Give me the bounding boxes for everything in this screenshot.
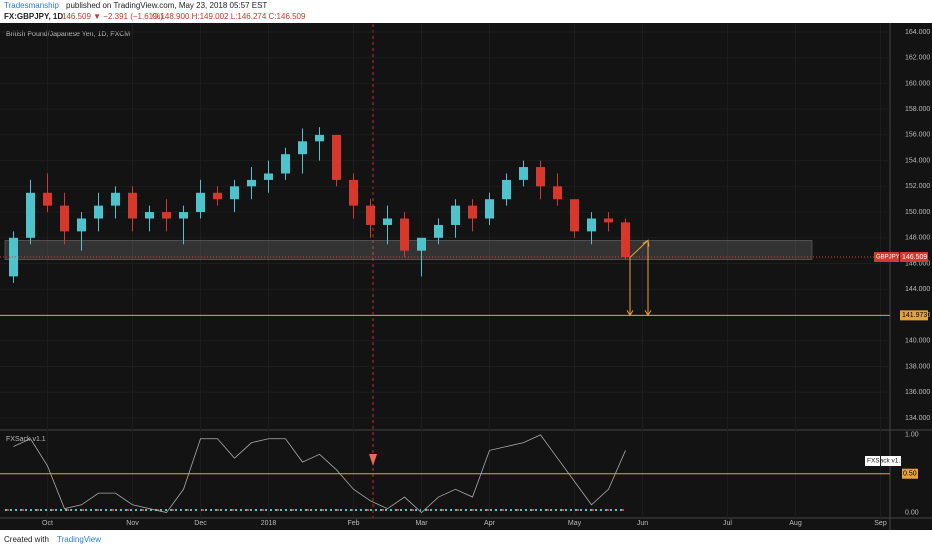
- footer-bg: [0, 530, 932, 550]
- candle-body: [451, 205, 460, 225]
- candle-body: [570, 199, 579, 232]
- chart-bg: [0, 23, 932, 530]
- x-tick-label: Dec: [194, 520, 207, 527]
- x-tick-label: Jul: [723, 520, 732, 527]
- quote: 146.509 ▼ −2.391 (−1.61%): [62, 12, 163, 21]
- candle-body: [111, 192, 120, 206]
- candle-body: [145, 212, 154, 219]
- candle-body: [264, 173, 273, 180]
- candle-body: [179, 212, 188, 219]
- indicator-legend-box: [865, 456, 901, 466]
- last-price-label: 146.509: [902, 254, 927, 261]
- x-tick-label: May: [568, 520, 582, 527]
- x-tick-label: Aug: [789, 520, 802, 527]
- x-tick-label: Sep: [874, 520, 887, 527]
- candle-body: [26, 192, 35, 238]
- indicator-line: [13, 434, 626, 514]
- y-tick-label: 164.000: [905, 29, 930, 36]
- x-tick-label: Nov: [126, 520, 139, 527]
- candle-body: [77, 218, 86, 232]
- x-tick-label: Feb: [347, 520, 359, 527]
- x-tick-label: Jun: [637, 520, 648, 527]
- projection-arrow: [626, 239, 652, 317]
- y-tick-label: 150.000: [905, 209, 930, 216]
- candle-body: [332, 134, 341, 180]
- level-label: 0.50: [903, 471, 917, 478]
- y2-tick-label: 1.00: [905, 432, 919, 439]
- footer-created: Created with: [4, 535, 49, 544]
- candle-body: [43, 192, 52, 206]
- y-tick-label: 148.000: [905, 235, 930, 242]
- candle-body: [604, 218, 613, 223]
- indicator-legend: FXSack v1.1: [867, 458, 904, 465]
- target-label: 141.973: [902, 312, 927, 319]
- candle-body: [298, 141, 307, 155]
- candle-body: [587, 218, 596, 232]
- last-price-name: GBPJPY: [876, 255, 900, 261]
- last-price-box: [900, 251, 928, 262]
- candle-body: [162, 212, 171, 219]
- candle-body: [230, 186, 239, 200]
- x-tick-label: Apr: [484, 520, 496, 527]
- x-tick-label: 2018: [261, 520, 277, 527]
- candle-body: [468, 205, 477, 219]
- candle-body: [553, 186, 562, 200]
- candle-body: [400, 218, 409, 251]
- candle-body: [94, 205, 103, 219]
- published: published on TradingView.com, May 23, 20…: [66, 1, 267, 10]
- y-tick-label: 156.000: [905, 132, 930, 139]
- y-tick-label: 152.000: [905, 183, 930, 190]
- y2-tick-label: 0.00: [905, 509, 919, 516]
- y-tick-label: 162.000: [905, 55, 930, 62]
- candle-body: [315, 134, 324, 142]
- candle-body: [621, 222, 630, 257]
- target-box: [900, 310, 928, 321]
- y-tick-label: 138.000: [905, 363, 930, 370]
- candle-body: [502, 179, 511, 200]
- y-tick-label: 134.000: [905, 415, 930, 422]
- chart-title: British Pound/Japanese Yen, 1D, FXCM: [6, 31, 130, 38]
- candle-body: [519, 167, 528, 180]
- y-tick-label: 158.000: [905, 106, 930, 113]
- candle-body: [434, 224, 443, 238]
- candle-body: [536, 167, 545, 187]
- candle-body: [383, 218, 392, 225]
- candle-body: [281, 154, 290, 174]
- candle-body: [485, 199, 494, 219]
- candle-body: [196, 192, 205, 213]
- y-tick-label: 154.000: [905, 157, 930, 164]
- candle-body: [247, 179, 256, 187]
- symbol: FX:GBPJPY, 1D: [4, 12, 63, 21]
- y-tick-label: 136.000: [905, 389, 930, 396]
- candle-body: [213, 192, 222, 200]
- y-tick-label: 160.000: [905, 80, 930, 87]
- candle-body: [417, 237, 426, 251]
- candle-body: [349, 179, 358, 206]
- x-tick-label: Oct: [42, 520, 53, 527]
- ohlc: O:148.900 H:149.002 L:146.274 C:146.509: [152, 12, 306, 21]
- last-price-tag: [874, 251, 899, 262]
- indicator-title: FXSack v1.1: [6, 436, 46, 443]
- signal-arrow: [369, 454, 377, 466]
- x-tick-label: Mar: [415, 520, 428, 527]
- candle-body: [128, 192, 137, 219]
- candle-body: [9, 237, 18, 277]
- y-tick-label: 144.000: [905, 286, 930, 293]
- y-tick-label: 146.000: [905, 260, 930, 267]
- y-tick-label: 140.000: [905, 338, 930, 345]
- level-box: [902, 468, 918, 479]
- candle-body: [366, 205, 375, 225]
- author[interactable]: Tradesmanship: [4, 1, 59, 10]
- footer-brand[interactable]: TradingView: [57, 535, 101, 544]
- candle-body: [60, 205, 69, 232]
